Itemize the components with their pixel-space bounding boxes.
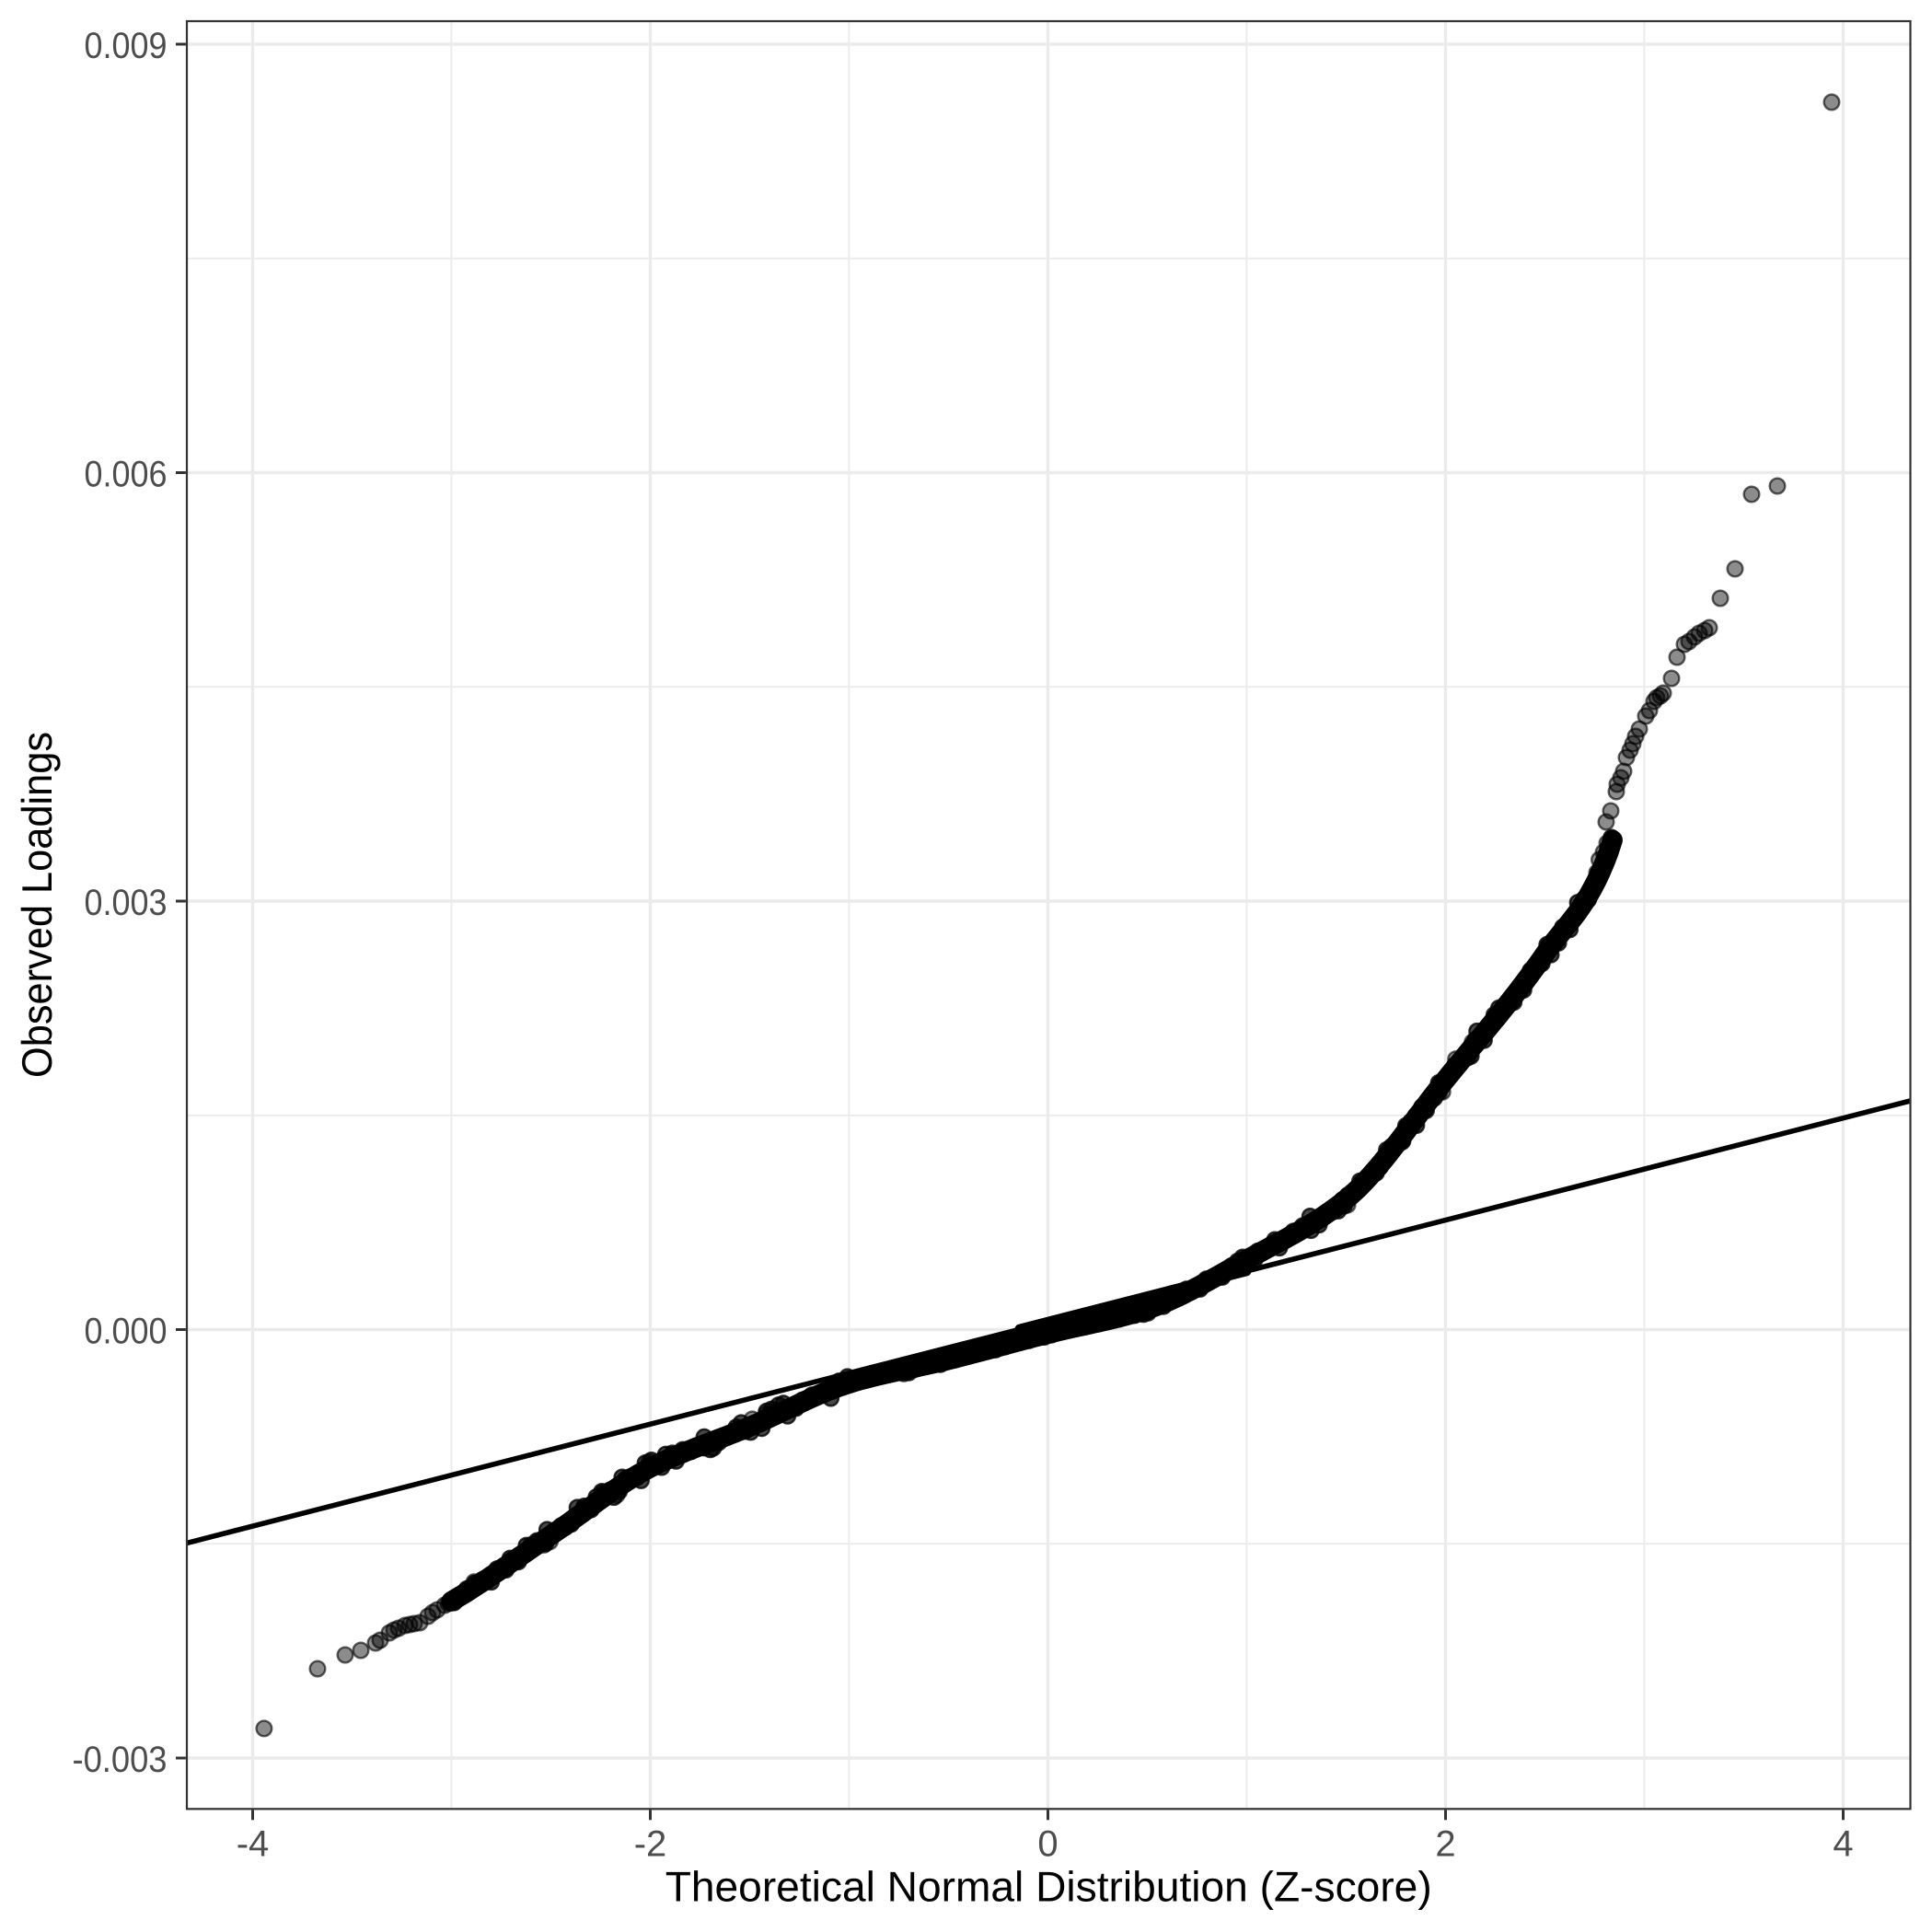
svg-text:0.000: 0.000 — [85, 1312, 168, 1352]
svg-text:0: 0 — [1037, 1824, 1058, 1865]
svg-text:4: 4 — [1833, 1824, 1853, 1865]
svg-text:-4: -4 — [237, 1824, 270, 1865]
svg-text:Theoretical Normal Distributio: Theoretical Normal Distribution (Z-score… — [665, 1863, 1432, 1911]
svg-text:-0.003: -0.003 — [73, 1740, 168, 1780]
svg-text:0.009: 0.009 — [85, 26, 168, 66]
svg-text:0.006: 0.006 — [85, 455, 168, 495]
svg-text:2: 2 — [1435, 1824, 1455, 1865]
svg-text:-2: -2 — [634, 1824, 667, 1865]
svg-text:0.003: 0.003 — [85, 883, 168, 923]
svg-text:Observed Loadings: Observed Loadings — [13, 732, 61, 1078]
